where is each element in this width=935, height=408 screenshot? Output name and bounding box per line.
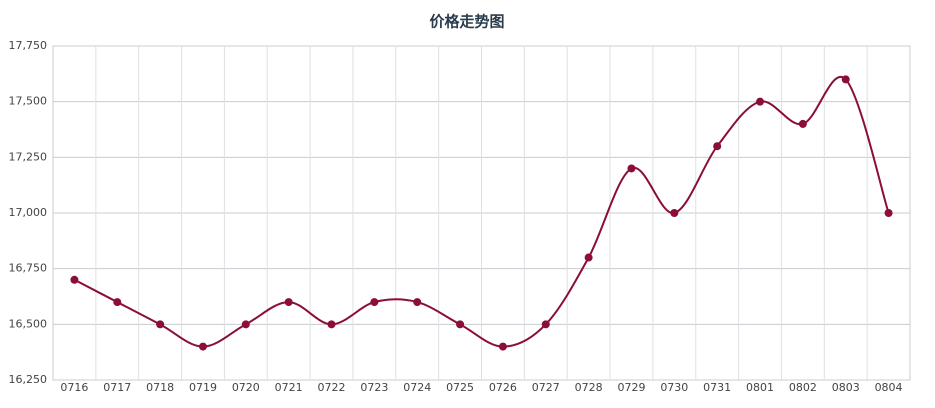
x-tick-label: 0718	[146, 381, 174, 394]
chart-title: 价格走势图	[429, 13, 504, 31]
x-tick-label: 0721	[275, 381, 303, 394]
x-tick-label: 0723	[360, 381, 388, 394]
x-tick-label: 0729	[617, 381, 645, 394]
y-tick-label: 16,750	[9, 262, 48, 275]
data-point	[456, 320, 465, 329]
x-tick-label: 0727	[532, 381, 560, 394]
x-tick-label: 0717	[103, 381, 131, 394]
x-tick-label: 0726	[489, 381, 517, 394]
data-point	[498, 342, 507, 351]
x-tick-label: 0801	[746, 381, 774, 394]
y-tick-label: 17,750	[9, 39, 48, 52]
y-tick-label: 17,500	[9, 95, 48, 108]
data-point	[841, 75, 850, 84]
x-tick-label: 0804	[875, 381, 903, 394]
y-tick-label: 16,500	[9, 317, 48, 330]
data-point	[198, 342, 207, 351]
x-tick-label: 0722	[318, 381, 346, 394]
data-point	[627, 164, 636, 173]
x-tick-label: 0730	[660, 381, 688, 394]
data-point	[70, 275, 79, 284]
y-tick-label: 17,250	[9, 150, 48, 163]
data-point	[541, 320, 550, 329]
data-point	[284, 298, 293, 307]
data-point	[713, 142, 722, 151]
x-tick-label: 0731	[703, 381, 731, 394]
data-point	[884, 209, 893, 217]
data-point	[756, 97, 765, 106]
x-tick-label: 0720	[232, 381, 260, 394]
data-point	[241, 320, 250, 329]
y-tick-label: 16,250	[9, 373, 48, 386]
data-point	[370, 298, 379, 307]
y-tick-label: 17,000	[9, 206, 48, 219]
x-tick-label: 0719	[189, 381, 217, 394]
x-tick-label: 0716	[60, 381, 88, 394]
x-tick-label: 0728	[575, 381, 603, 394]
price-line	[73, 75, 890, 348]
x-tick-label: 0802	[789, 381, 817, 394]
data-point	[584, 253, 593, 262]
x-tick-label: 0724	[403, 381, 431, 394]
data-point	[327, 320, 336, 329]
data-point	[156, 320, 165, 329]
x-tick-label: 0803	[832, 381, 860, 394]
data-point	[413, 298, 422, 307]
x-tick-label: 0725	[446, 381, 474, 394]
data-point	[113, 298, 122, 307]
data-point	[798, 119, 807, 128]
data-point	[670, 209, 679, 217]
